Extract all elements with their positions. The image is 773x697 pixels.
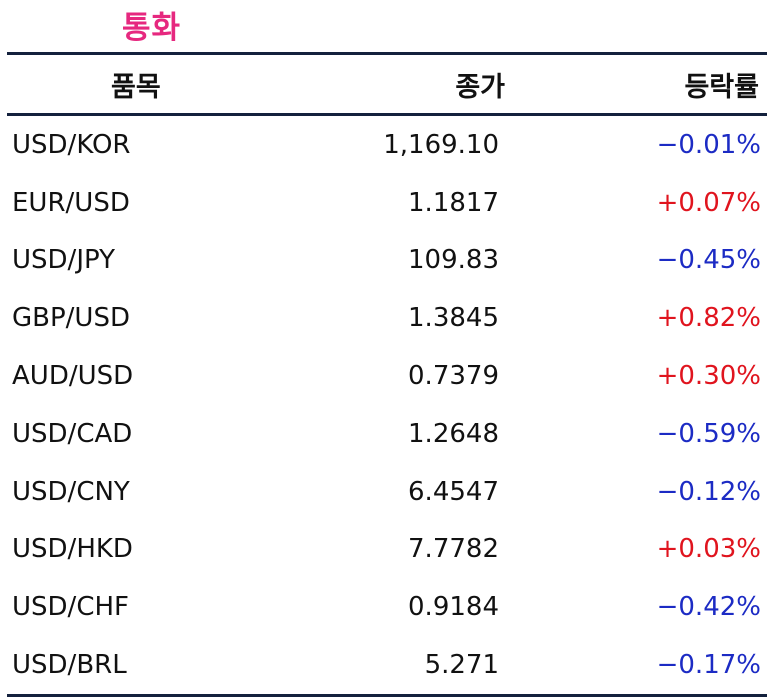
currency-table: 품목 종가 등락률 USD/KOR 1,169.10 −0.01% EUR/US… (7, 52, 767, 697)
row-change: −0.59% (656, 418, 761, 449)
row-change: +0.03% (656, 534, 761, 565)
table-header: 품목 종가 등락률 (7, 55, 767, 116)
table-row: USD/CAD 1.2648 −0.59% (7, 405, 767, 463)
table-row: EUR/USD 1.1817 +0.07% (7, 174, 767, 232)
column-header-close: 종가 (455, 71, 505, 103)
row-change: −0.12% (656, 476, 761, 507)
row-close: 1.2648 (408, 418, 499, 449)
row-close: 6.4547 (408, 476, 499, 507)
table-row: USD/CHF 0.9184 −0.42% (7, 578, 767, 636)
row-close: 109.83 (408, 245, 499, 276)
row-close: 0.9184 (408, 592, 499, 623)
table-row: USD/CNY 6.4547 −0.12% (7, 463, 767, 521)
table-row: USD/KOR 1,169.10 −0.01% (7, 116, 767, 174)
row-close: 1.3845 (408, 303, 499, 334)
column-header-change: 등락률 (684, 71, 759, 103)
table-row: USD/HKD 7.7782 +0.03% (7, 521, 767, 579)
row-change: +0.82% (656, 303, 761, 334)
row-change: −0.01% (656, 129, 761, 160)
table-row: USD/JPY 109.83 −0.45% (7, 232, 767, 290)
row-item: USD/JPY (12, 245, 115, 276)
table-top-rule (7, 52, 767, 55)
page-title: 통화 (122, 10, 182, 46)
row-change: −0.42% (656, 592, 761, 623)
row-close: 1,169.10 (383, 129, 499, 160)
row-change: −0.45% (656, 245, 761, 276)
row-item: USD/CHF (12, 592, 129, 623)
row-item: USD/CAD (12, 418, 133, 449)
row-change: −0.17% (656, 650, 761, 681)
row-item: USD/CNY (12, 476, 130, 507)
row-change: +0.30% (656, 361, 761, 392)
row-item: GBP/USD (12, 303, 130, 334)
table-row: GBP/USD 1.3845 +0.82% (7, 289, 767, 347)
column-header-item: 품목 (111, 71, 161, 103)
table-row: AUD/USD 0.7379 +0.30% (7, 347, 767, 405)
row-item: USD/HKD (12, 534, 133, 565)
table-bottom-rule (7, 693, 767, 697)
row-item: AUD/USD (12, 361, 134, 392)
row-close: 0.7379 (408, 361, 499, 392)
row-close: 1.1817 (408, 187, 499, 218)
table-row: USD/BRL 5.271 −0.17% (7, 636, 767, 694)
row-item: USD/BRL (12, 650, 127, 681)
row-change: +0.07% (656, 187, 761, 218)
row-item: USD/KOR (12, 129, 131, 160)
row-close: 5.271 (424, 650, 499, 681)
row-close: 7.7782 (408, 534, 499, 565)
row-item: EUR/USD (12, 187, 130, 218)
